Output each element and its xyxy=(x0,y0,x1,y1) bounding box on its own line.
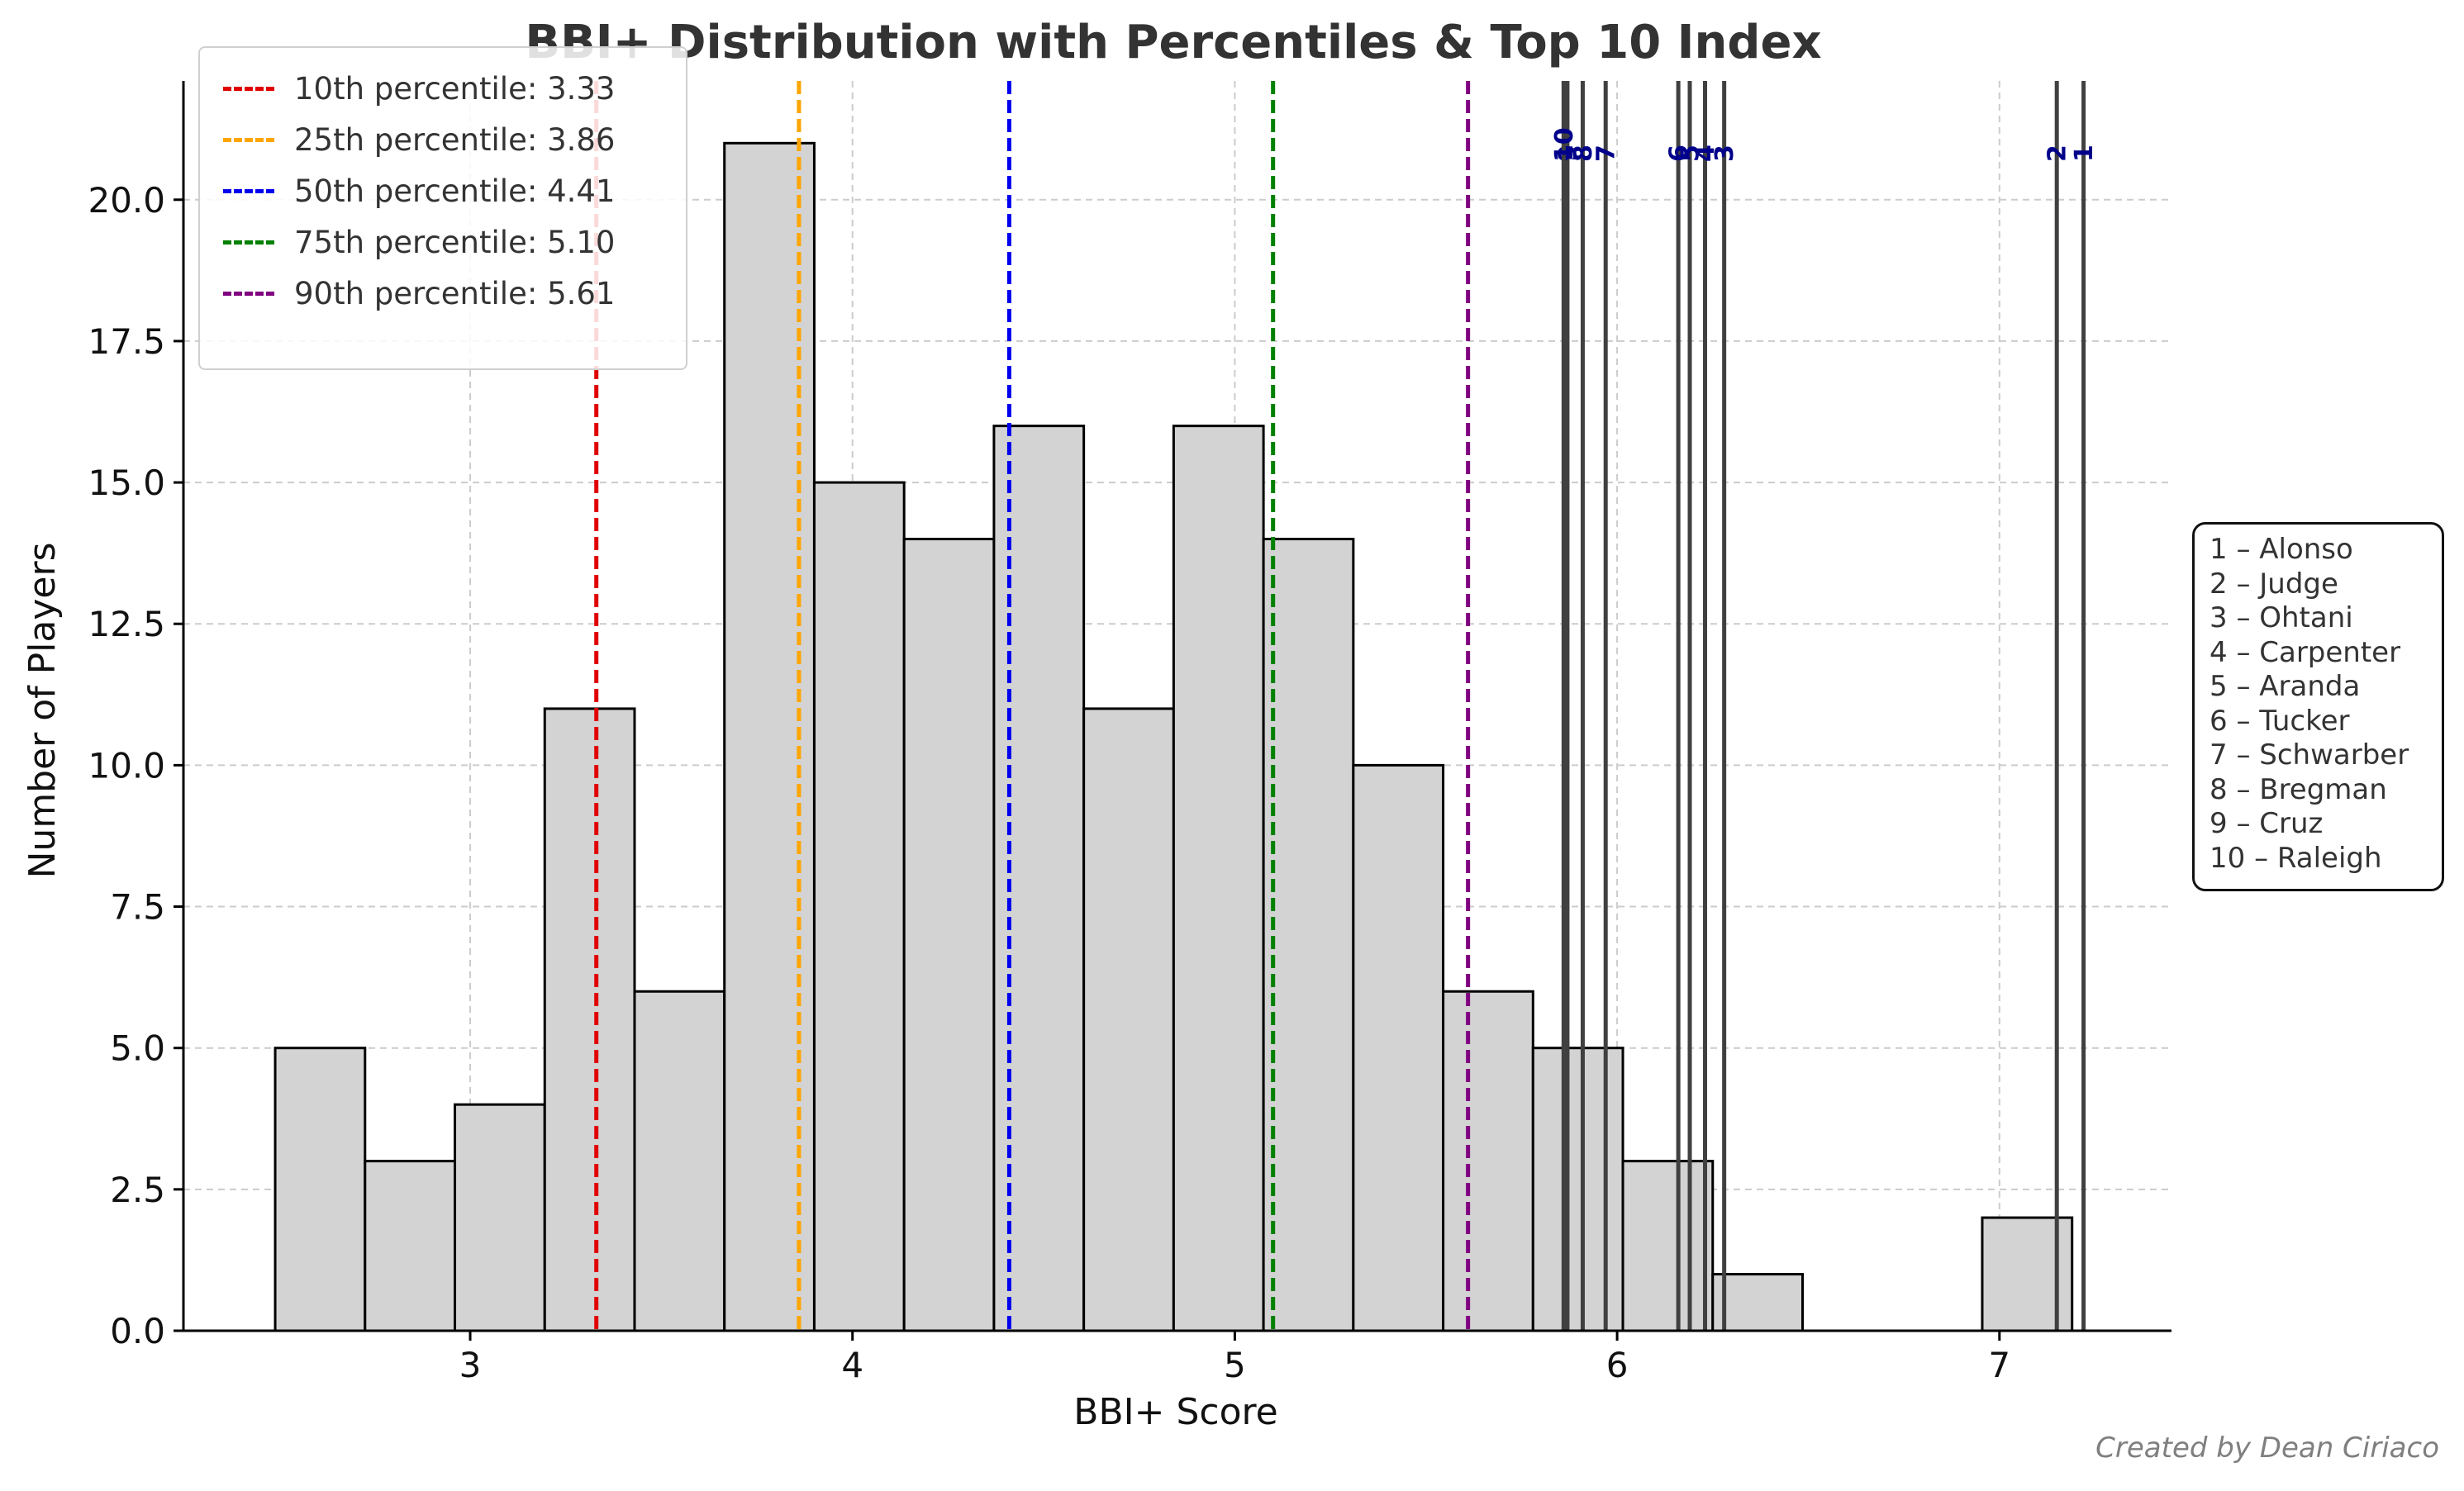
histogram-bar xyxy=(1621,1160,1715,1332)
y-tick-label: 0.0 xyxy=(110,1311,165,1351)
index-entry: 7 – Schwarber xyxy=(2210,738,2409,772)
index-entry: 1 – Alonso xyxy=(2210,533,2353,566)
x-tick-label: 3 xyxy=(459,1345,482,1385)
index-entry: 6 – Tucker xyxy=(2210,704,2350,738)
x-axis-label: BBI+ Score xyxy=(1073,1391,1277,1433)
index-entry: 2 – Judge xyxy=(2210,567,2338,601)
histogram-bar xyxy=(902,538,996,1332)
legend-item: 25th percentile: 3.86 xyxy=(223,114,686,165)
top10-rank-label: 8 xyxy=(1569,145,1598,162)
chart-title: BBI+ Distribution with Percentiles & Top… xyxy=(525,16,1821,69)
legend-label: 25th percentile: 3.86 xyxy=(294,121,616,158)
top10-rank-label: 2 xyxy=(2043,145,2072,162)
legend-swatch xyxy=(223,291,274,296)
histogram-bar xyxy=(1262,538,1355,1332)
legend-item: 50th percentile: 4.41 xyxy=(223,165,686,216)
legend-item: 75th percentile: 5.10 xyxy=(223,216,686,268)
top10-rank-label: 7 xyxy=(1592,145,1621,162)
histogram-bar xyxy=(633,990,726,1332)
y-tick-label: 17.5 xyxy=(88,321,165,362)
histogram-bar xyxy=(1531,1047,1624,1332)
histogram-bar xyxy=(1352,763,1445,1332)
y-tick-label: 15.0 xyxy=(88,463,165,503)
top10-rank-label: 1 xyxy=(2070,145,2099,162)
credit-text: Created by Dean Ciriaco xyxy=(2095,1432,2439,1465)
y-tick-label: 12.5 xyxy=(88,604,165,644)
legend-label: 75th percentile: 5.10 xyxy=(294,224,616,260)
histogram-bar xyxy=(454,1103,546,1332)
histogram-bar xyxy=(812,481,906,1332)
x-tick-label: 6 xyxy=(1606,1345,1629,1385)
y-tick-label: 5.0 xyxy=(110,1028,165,1069)
histogram-bar xyxy=(1082,707,1175,1332)
histogram-bar xyxy=(274,1047,367,1332)
x-tick-label: 7 xyxy=(1988,1345,2010,1385)
legend-label: 50th percentile: 4.41 xyxy=(294,173,616,209)
histogram-bars xyxy=(274,141,2074,1332)
y-tick-label: 20.0 xyxy=(88,180,165,221)
histogram-bar xyxy=(1172,425,1265,1332)
top10-index-box: 1 – Alonso 2 – Judge 3 – Ohtani 4 – Carp… xyxy=(2192,522,2444,891)
top10-rank-label: 9 xyxy=(1553,145,1582,162)
legend-label: 10th percentile: 3.33 xyxy=(294,70,616,107)
y-axis-label: Number of Players xyxy=(21,543,64,879)
y-tick-label: 2.5 xyxy=(110,1170,165,1210)
chart-legend: 10th percentile: 3.33 25th percentile: 3… xyxy=(198,46,687,370)
y-tick-label: 7.5 xyxy=(110,887,165,928)
histogram-bar xyxy=(1442,990,1534,1332)
top10-rank-label: 10 xyxy=(1550,127,1579,162)
legend-item: 90th percentile: 5.61 xyxy=(223,268,686,319)
index-entry: 10 – Raleigh xyxy=(2210,841,2382,875)
x-tick-label: 4 xyxy=(841,1345,863,1385)
index-entry: 8 – Bregman xyxy=(2210,772,2387,806)
legend-swatch xyxy=(223,86,274,91)
index-entry: 3 – Ohtani xyxy=(2210,601,2353,634)
x-tick-label: 5 xyxy=(1224,1345,1246,1385)
histogram-bar xyxy=(543,707,636,1332)
legend-label: 90th percentile: 5.61 xyxy=(294,275,616,311)
legend-swatch xyxy=(223,137,274,142)
index-entry: 9 – Cruz xyxy=(2210,807,2324,840)
top10-rank-label: 6 xyxy=(1665,145,1694,162)
legend-swatch xyxy=(223,240,274,245)
index-entry: 5 – Aranda xyxy=(2210,670,2361,703)
top10-rank-label: 5 xyxy=(1677,145,1705,162)
top10-rank-label: 4 xyxy=(1691,145,1720,162)
histogram-bar xyxy=(364,1160,457,1332)
y-tick-label: 10.0 xyxy=(88,745,165,786)
top10-rank-label: 3 xyxy=(1710,145,1739,162)
histogram-bar xyxy=(1711,1273,1805,1332)
legend-item: 10th percentile: 3.33 xyxy=(223,63,686,114)
legend-swatch xyxy=(223,188,274,193)
index-entry: 4 – Carpenter xyxy=(2210,635,2401,669)
axes: 3 4 5 6 70.02.55.07.510.012.515.017.520.0 xyxy=(88,81,2171,1385)
